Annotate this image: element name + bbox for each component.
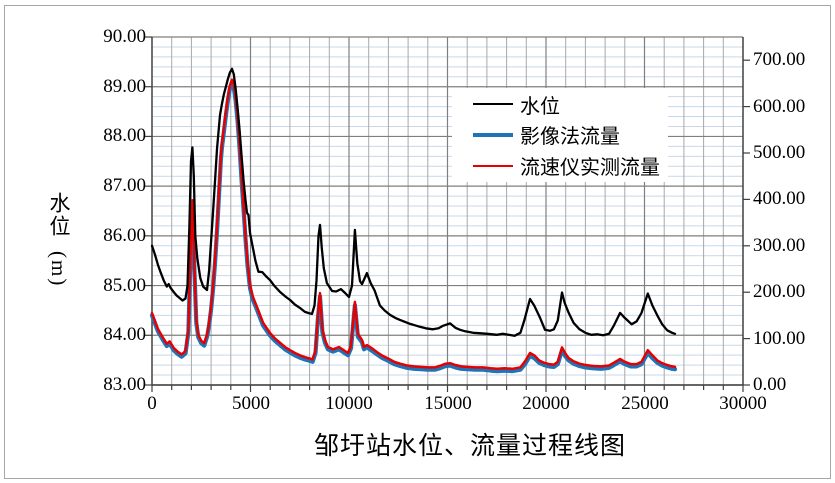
left-axis-tick-label: 84.00 <box>103 324 146 345</box>
right-axis-tick-label: 600.00 <box>753 96 806 117</box>
x-axis-tick-label: 20000 <box>522 393 570 414</box>
left-axis-tick-label: 87.00 <box>103 175 146 196</box>
left-axis-tick-label: 88.00 <box>103 125 146 146</box>
left-axis-tick-label: 89.00 <box>103 76 146 97</box>
series-line-水位 <box>150 67 677 337</box>
water-level-line-sample <box>473 103 513 106</box>
left-axis-tick-label: 85.00 <box>103 275 146 296</box>
left-axis-unit: (m) <box>47 251 71 288</box>
current-meter-flow-line-sample <box>473 164 513 167</box>
right-axis-tick-label: 400.00 <box>753 188 806 209</box>
legend-item-current-meter-flow: 流速仪实测流量 <box>452 151 668 181</box>
legend-label: 流速仪实测流量 <box>520 157 660 180</box>
x-axis-tick-label: 0 <box>147 393 157 414</box>
legend-item-water-level: 水位 <box>452 89 668 119</box>
left-axis-title: 水位 (m) <box>44 192 74 302</box>
chart-title: 邹圩站水位、流量过程线图 <box>313 433 626 460</box>
legend-label: 水位 <box>520 95 560 118</box>
left-axis-tick-label: 83.00 <box>103 374 146 395</box>
right-axis-tick-label: 300.00 <box>753 235 806 256</box>
legend: 水位 影像法流量 流速仪实测流量 <box>452 88 668 182</box>
image-method-flow-line-sample <box>473 132 513 137</box>
left-axis-title-text: 水位 <box>47 192 71 238</box>
x-axis-tick-label: 30000 <box>719 393 767 414</box>
x-axis-tick-label: 15000 <box>424 393 472 414</box>
x-axis-tick-label: 25000 <box>621 393 669 414</box>
legend-label: 影像法流量 <box>520 126 620 149</box>
x-axis-tick-label: 10000 <box>325 393 373 414</box>
right-axis-tick-label: 200.00 <box>753 281 806 302</box>
chart-outer-border <box>4 5 831 479</box>
right-axis-tick-label: 700.00 <box>753 49 806 70</box>
x-axis-tick-label: 5000 <box>232 393 270 414</box>
right-axis-tick-label: 500.00 <box>753 142 806 163</box>
right-axis-tick-label: 100.00 <box>753 328 806 349</box>
left-axis-tick-label: 86.00 <box>103 225 146 246</box>
right-axis-tick-label: 0.00 <box>753 374 787 395</box>
series-line-流速仪实测流量 <box>150 78 677 371</box>
legend-item-image-method-flow: 影像法流量 <box>452 120 668 150</box>
left-axis-tick-label: 90.00 <box>103 26 146 47</box>
